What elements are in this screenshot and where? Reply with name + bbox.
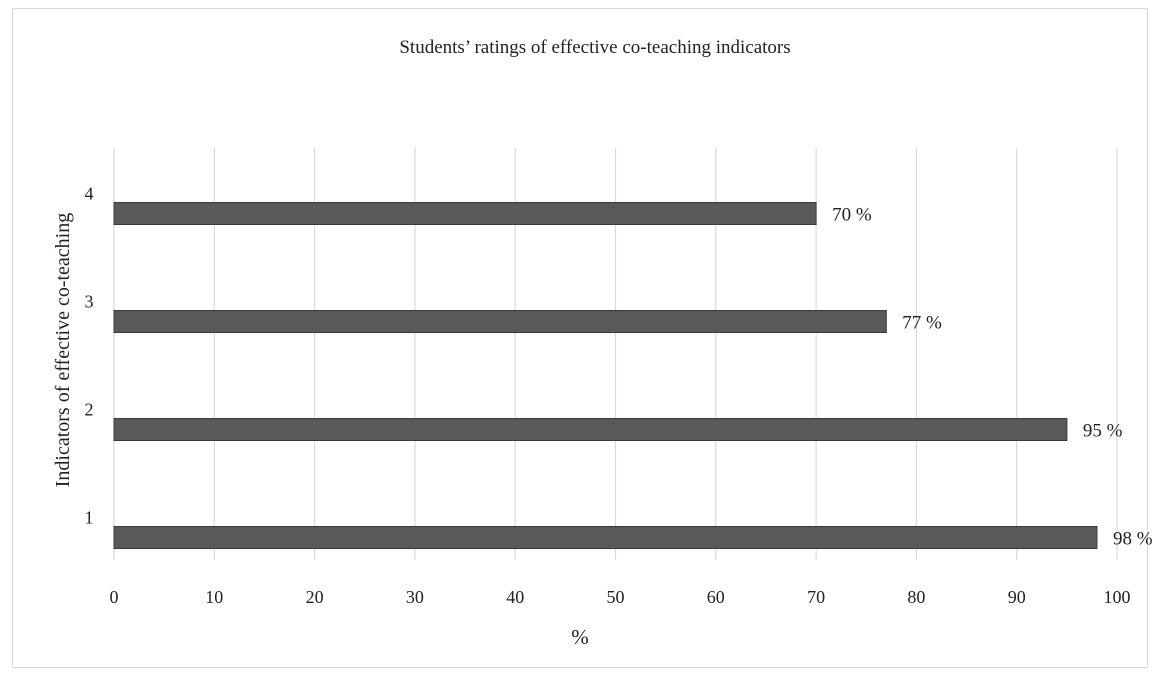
x-tick-label: 90 [1008,587,1026,607]
bars [113,202,1098,549]
chart-frame [12,8,1148,668]
x-tick-label: 100 [1104,587,1131,607]
y-tick-label: 2 [85,400,94,420]
x-tick-label: 60 [707,587,725,607]
y-tick-label: 3 [85,292,94,312]
data-labels: 98 % 95 % 77 % 70 % [832,205,1153,550]
x-tick-label: 20 [306,587,324,607]
x-tick-label: 0 [110,587,119,607]
y-tick-label: 1 [85,508,94,528]
y-axis-label: Indicators of effective co-teaching [52,213,74,488]
x-tick-label: 80 [907,587,925,607]
bar [113,202,817,225]
x-tick-label: 40 [506,587,524,607]
bar [113,418,1068,441]
data-label: 98 % [1113,529,1153,550]
chart-title: Students’ ratings of effective co-teachi… [399,37,790,58]
bar [113,310,887,333]
x-tick-label: 30 [406,587,424,607]
x-tick-labels: 0 10 20 30 40 50 60 70 80 90 100 [110,587,1131,607]
x-tick-label: 70 [807,587,825,607]
bar [113,526,1098,549]
x-tick-label: 10 [205,587,223,607]
x-axis-label: % [571,625,589,649]
data-label: 70 % [832,205,872,226]
y-tick-label: 4 [85,184,94,204]
data-label: 77 % [902,313,942,334]
y-tick-labels: 1 2 3 4 [85,184,94,528]
data-label: 95 % [1083,421,1123,442]
x-tick-label: 50 [607,587,625,607]
